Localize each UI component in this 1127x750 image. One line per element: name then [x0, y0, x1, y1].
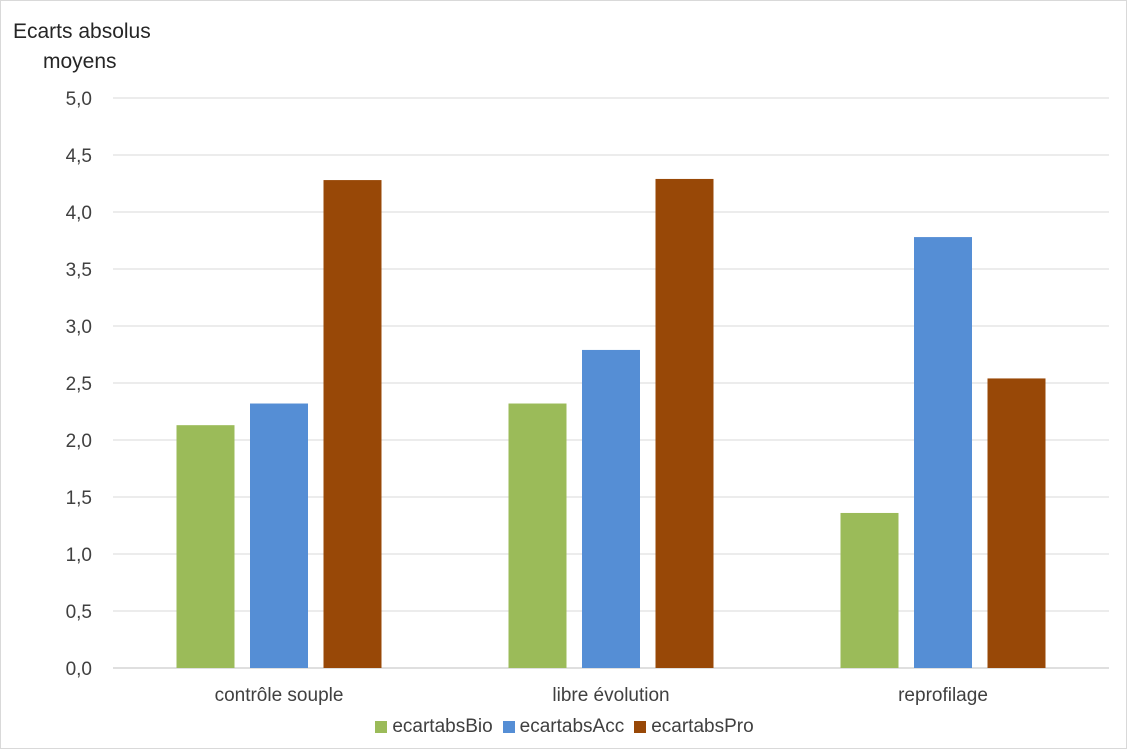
- legend-item-ecartabsBio: ecartabsBio: [375, 716, 493, 738]
- y-tick-label: 1,0: [66, 545, 92, 566]
- legend-label: ecartabsAcc: [519, 716, 625, 737]
- x-category-label: libre évolution: [552, 685, 669, 706]
- bar-ecartabsAcc-2: [914, 237, 972, 668]
- legend-swatch: [375, 721, 388, 733]
- y-tick-label: 0,0: [66, 659, 92, 680]
- y-axis-label: Ecarts absolus moyens: [13, 17, 213, 77]
- bar-ecartabsAcc-1: [582, 349, 640, 668]
- y-tick-label: 0,5: [66, 602, 92, 623]
- x-category-label: reprofilage: [898, 685, 988, 706]
- bar-ecartabsBio-1: [508, 403, 567, 668]
- legend-item-ecartabsPro: ecartabsPro: [634, 716, 754, 738]
- legend: ecartabsBio ecartabsAcc ecartabsPro: [1, 716, 1127, 738]
- x-category-labels: contrôle souple libre évolution reprofilag…: [215, 685, 988, 706]
- y-tick-label: 5,0: [66, 89, 92, 110]
- bar-ecartabsPro-0: [323, 180, 382, 668]
- y-axis-label-line-1: Ecarts absolus: [13, 20, 151, 43]
- y-tick-label: 2,0: [66, 431, 92, 452]
- legend-label: ecartabsBio: [392, 716, 493, 737]
- legend-label: ecartabsPro: [651, 716, 754, 737]
- y-tick-label: 4,5: [66, 146, 92, 167]
- y-tick-label: 3,0: [66, 317, 92, 338]
- bar-ecartabsPro-2: [987, 378, 1046, 668]
- y-tick-label: 1,5: [66, 488, 92, 509]
- bar-ecartabsAcc-0: [250, 403, 308, 668]
- x-category-label: contrôle souple: [215, 685, 344, 706]
- bar-ecartabsBio-2: [840, 512, 899, 668]
- y-tick-label: 4,0: [66, 203, 92, 224]
- y-axis-label-line-2: moyens: [43, 50, 117, 73]
- bar-ecartabsPro-1: [655, 178, 714, 668]
- legend-swatch: [634, 721, 647, 733]
- legend-item-ecartabsAcc: ecartabsAcc: [502, 716, 625, 738]
- bar-ecartabsBio-0: [176, 425, 235, 668]
- legend-swatch: [502, 721, 515, 733]
- y-tick-labels: 0,0 0,5 1,0 1,5 2,0 2,5 3,0 3,5 4,0 4,5 5,0: [66, 89, 92, 680]
- y-tick-label: 3,5: [66, 260, 92, 281]
- y-tick-label: 2,5: [66, 374, 92, 395]
- bars: [176, 178, 1046, 668]
